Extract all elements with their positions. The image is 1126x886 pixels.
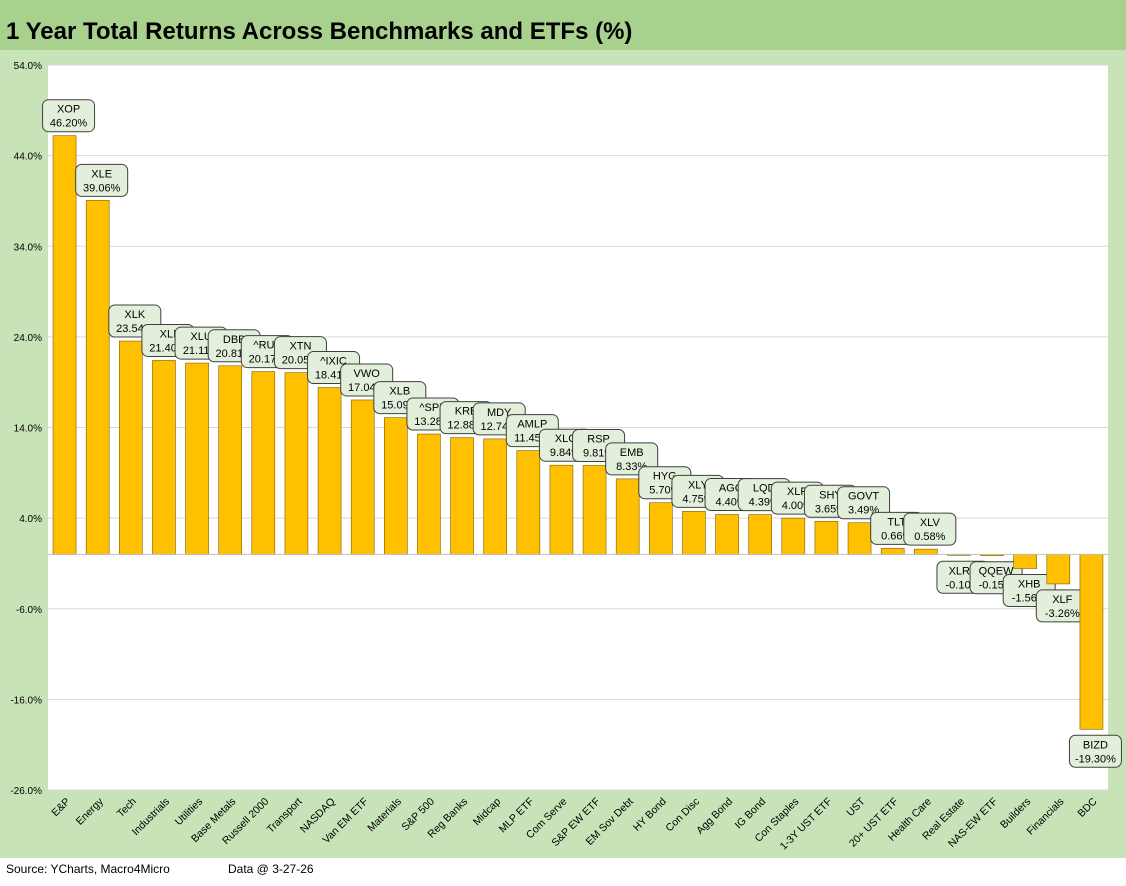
y-tick-label: -6.0% <box>16 605 42 616</box>
ticker-label: XLP <box>787 486 808 498</box>
bar <box>317 387 342 555</box>
x-tick-label: Transport <box>265 796 305 836</box>
bar <box>251 371 276 555</box>
bar <box>748 514 772 555</box>
bar <box>218 365 242 555</box>
ticker-label: XTN <box>289 341 311 353</box>
y-tick-label: 34.0% <box>14 242 42 253</box>
ticker-label: XLE <box>91 168 112 180</box>
ticker-label: LQD <box>753 483 776 495</box>
bar <box>682 511 706 555</box>
ticker-label: AMLP <box>517 419 547 431</box>
ticker-label: XLY <box>688 479 709 491</box>
bar <box>615 478 640 555</box>
bar <box>715 514 739 555</box>
x-tick-label: HY Bond <box>631 796 669 834</box>
x-tick-label: Materials <box>365 796 404 835</box>
bar <box>814 520 839 555</box>
bar <box>649 502 673 555</box>
y-tick-label: 14.0% <box>14 424 42 435</box>
ticker-label: XLI <box>160 328 177 340</box>
x-tick-label: Midcap <box>471 796 504 829</box>
bar <box>384 417 408 555</box>
ticker-label: XLC <box>555 433 576 445</box>
bar <box>880 548 905 555</box>
bar <box>417 433 441 555</box>
ticker-label: RSP <box>587 433 610 445</box>
bar <box>914 548 938 555</box>
bar <box>516 450 541 555</box>
ticker-label: MDY <box>487 407 512 419</box>
bar <box>52 135 77 555</box>
x-tick-label: E&P <box>49 796 72 819</box>
x-tick-label: BDC <box>1075 795 1099 819</box>
ticker-label: TLT <box>887 516 906 528</box>
footer: Source: YCharts, Macro4Micro Data @ 3-27… <box>0 858 1126 886</box>
bar <box>350 399 375 555</box>
chart-frame: 1 Year Total Returns Across Benchmarks a… <box>0 0 1126 858</box>
ticker-label: XLU <box>190 331 211 343</box>
chart-title: 1 Year Total Returns Across Benchmarks a… <box>6 18 633 45</box>
source-note: Source: YCharts, Macro4Micro <box>6 862 170 876</box>
data-label-box <box>1068 734 1122 768</box>
value-label: -3.26% <box>1045 608 1080 620</box>
bar <box>85 200 110 555</box>
ticker-label: XLB <box>389 386 410 398</box>
x-tick-label: Utilities <box>173 796 205 828</box>
ticker-label: SHY <box>819 489 842 501</box>
bar-chart: 54.0% 44.0% 34.0% 24.0% 14.0% 4.0% -6.0% -16.0%… <box>10 61 1122 853</box>
value-label: 0.58% <box>914 531 945 543</box>
data-label-box <box>75 163 129 197</box>
ticker-label: HYG <box>653 471 677 483</box>
ticker-label: XLK <box>124 309 145 321</box>
bar <box>549 464 574 555</box>
value-label: 39.06% <box>83 182 121 194</box>
title-bar: 1 Year Total Returns Across Benchmarks a… <box>0 0 1126 50</box>
y-tick-label: 54.0% <box>14 61 42 72</box>
bar <box>1079 554 1104 730</box>
bar <box>1046 554 1071 585</box>
bar <box>1013 554 1037 569</box>
data-label-box <box>837 486 891 520</box>
bar <box>450 437 474 555</box>
ticker-label: ^IXIC <box>320 356 347 368</box>
ticker-label: EMB <box>620 447 644 459</box>
bar <box>185 362 209 555</box>
ticker-label: KRE <box>455 406 478 418</box>
data-label-box <box>42 99 96 133</box>
ticker-label: XLF <box>1052 594 1072 606</box>
ticker-label: XHB <box>1018 579 1041 591</box>
ticker-label: AGG <box>719 483 743 495</box>
y-tick-label: -16.0% <box>10 695 42 706</box>
bar <box>284 372 309 555</box>
bar <box>483 438 507 555</box>
data-date-note: Data @ 3-27-26 <box>228 862 314 876</box>
x-tick-label: UST <box>844 795 868 819</box>
value-label: -19.30% <box>1075 753 1116 765</box>
bar <box>781 517 806 555</box>
ticker-label: XLV <box>920 517 941 529</box>
ticker-label: BIZD <box>1083 739 1108 751</box>
ticker-label: QQEW <box>979 566 1014 578</box>
bar <box>119 340 143 555</box>
value-label: 3.49% <box>848 505 879 517</box>
bar <box>847 522 872 555</box>
ticker-label: XOP <box>57 104 80 116</box>
data-label-box <box>903 512 957 546</box>
x-tick-label: Energy <box>74 795 107 828</box>
ticker-label: VWO <box>354 368 381 380</box>
y-tick-label: 24.0% <box>14 333 42 344</box>
x-tick-label: Agg Bond <box>694 796 735 837</box>
value-label: 46.20% <box>50 118 88 130</box>
y-tick-label: -26.0% <box>10 786 42 797</box>
ticker-label: GOVT <box>848 491 879 503</box>
y-tick-label: 44.0% <box>14 152 42 163</box>
y-tick-label: 4.0% <box>19 514 42 525</box>
ticker-label: DBB <box>223 334 246 346</box>
x-tick-label: Tech <box>115 796 139 820</box>
bar <box>152 360 176 555</box>
bar <box>582 465 607 555</box>
